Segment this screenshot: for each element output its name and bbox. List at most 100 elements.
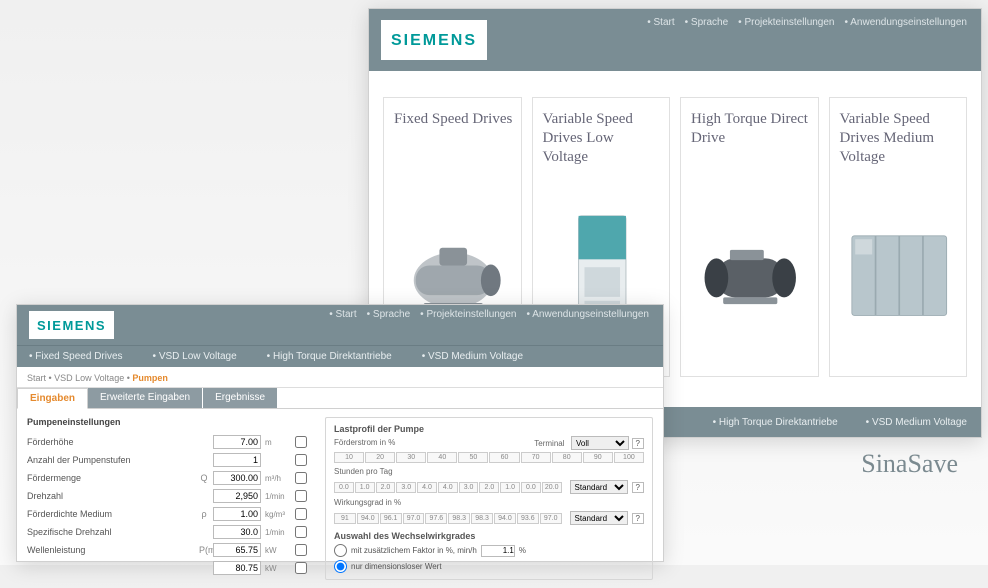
setting-lock[interactable]	[295, 544, 307, 556]
scale-cell[interactable]: 50	[458, 452, 488, 463]
setting-lock[interactable]	[295, 472, 307, 484]
form-body: Pumpeneinstellungen Förderhöhe m Anzahl de…	[17, 409, 663, 588]
card-vsd-medium[interactable]: Variable Speed Drives Medium Voltage	[829, 97, 968, 377]
card-title: High Torque Direct Drive	[691, 110, 810, 174]
menu-app[interactable]: Anwendungseinstellungen	[845, 17, 968, 28]
form-tab-advanced[interactable]: Erweiterte Eingaben	[88, 388, 203, 408]
scale-cell[interactable]: 60	[489, 452, 519, 463]
scale-cell[interactable]: 96.1	[380, 513, 402, 524]
setting-label: Förderhöhe	[27, 437, 195, 447]
scale-cell[interactable]: 3.0	[459, 482, 479, 493]
form-tab-results[interactable]: Ergebnisse	[203, 388, 278, 408]
breadcrumb: Start • VSD Low Voltage • Pumpen	[17, 367, 663, 388]
scale-cell[interactable]: 20	[365, 452, 395, 463]
setting-input[interactable]	[213, 543, 261, 557]
scale-cell[interactable]: 1.0	[355, 482, 375, 493]
form-tabs: Eingaben Erweiterte Eingaben Ergebnisse	[17, 388, 663, 409]
factor-input[interactable]	[481, 545, 515, 557]
bottom-tab-hightorque[interactable]: High Torque Direktantriebe	[713, 417, 838, 428]
setting-input[interactable]	[213, 453, 261, 467]
setting-input[interactable]	[213, 561, 261, 575]
scale-cell[interactable]: 97.0	[540, 513, 562, 524]
setting-lock[interactable]	[295, 490, 307, 502]
setting-row: Spezifische Drehzahl1/min	[27, 523, 307, 541]
scale-cell[interactable]: 98.3	[471, 513, 493, 524]
setting-input[interactable]	[213, 489, 261, 503]
setting-input[interactable]	[213, 435, 261, 449]
config-title: Auswahl des Wechselwirkgrades	[334, 531, 475, 541]
setting-lock[interactable]	[295, 508, 307, 520]
scale2-select[interactable]: Standard	[570, 480, 628, 494]
setting-symbol: Q	[199, 473, 209, 483]
tab-ht[interactable]: High Torque Direktantriebe	[267, 351, 392, 362]
scale-cell[interactable]: 4.0	[417, 482, 437, 493]
scale-cell[interactable]: 30	[396, 452, 426, 463]
scale-cell[interactable]: 20.0	[542, 482, 562, 493]
brand-logo[interactable]: SIEMENS	[381, 20, 487, 60]
setting-lock[interactable]	[295, 436, 307, 448]
scale-cell[interactable]: 0.0	[521, 482, 541, 493]
bottom-tab-vsd-medium[interactable]: VSD Medium Voltage	[866, 417, 967, 428]
tab-vsd-low[interactable]: VSD Low Voltage	[153, 351, 237, 362]
setting-input[interactable]	[213, 507, 261, 521]
scale-cell[interactable]: 94.0	[494, 513, 516, 524]
scale-cell[interactable]: 3.0	[396, 482, 416, 493]
scale-cell[interactable]: 0.0	[334, 482, 354, 493]
menu-app[interactable]: Anwendungseinstellungen	[527, 309, 650, 320]
tab-fixed[interactable]: Fixed Speed Drives	[29, 351, 123, 362]
card-high-torque[interactable]: High Torque Direct Drive	[680, 97, 819, 377]
setting-input[interactable]	[213, 525, 261, 539]
scale3-select[interactable]: Standard	[570, 511, 628, 525]
scale-hours: 0.01.02.03.04.04.03.02.01.00.020.0	[334, 482, 562, 493]
scale2-label: Stunden pro Tag	[334, 467, 393, 476]
setting-unit: m	[265, 438, 291, 447]
scale-cell[interactable]: 70	[521, 452, 551, 463]
info-icon[interactable]: ?	[632, 482, 644, 493]
radio-factor[interactable]	[334, 544, 347, 557]
breadcrumb-current: Pumpen	[132, 373, 168, 383]
scale-cell[interactable]: 97.0	[403, 513, 425, 524]
brand-logo[interactable]: SIEMENS	[29, 311, 114, 339]
radio-dimless[interactable]	[334, 560, 347, 573]
setting-unit: m³/h	[265, 474, 291, 483]
product-name: SinaSave	[861, 449, 958, 479]
scale-cell[interactable]: 2.0	[479, 482, 499, 493]
left-section-title: Pumpeneinstellungen	[27, 417, 307, 427]
menu-start[interactable]: Start	[647, 17, 674, 28]
scale-cell[interactable]: 10	[334, 452, 364, 463]
scale-cell[interactable]: 94.0	[357, 513, 379, 524]
setting-label: Anzahl der Pumpenstufen	[27, 455, 195, 465]
info-icon[interactable]: ?	[632, 438, 644, 449]
scale-cell[interactable]: 1.0	[500, 482, 520, 493]
breadcrumb-path[interactable]: Start • VSD Low Voltage •	[27, 373, 130, 383]
scale-cell[interactable]: 98.3	[448, 513, 470, 524]
menu-sprache[interactable]: Sprache	[685, 17, 729, 28]
setting-lock[interactable]	[295, 526, 307, 538]
info-icon[interactable]: ?	[632, 513, 644, 524]
menu-project[interactable]: Projekteinstellungen	[420, 309, 516, 320]
main-header: SIEMENS Start Sprache Projekteinstellung…	[369, 9, 981, 71]
scale-cell[interactable]: 80	[552, 452, 582, 463]
card-title: Fixed Speed Drives	[394, 110, 513, 174]
setting-lock[interactable]	[295, 562, 307, 574]
scale-cell[interactable]: 40	[427, 452, 457, 463]
ref-label: Förderstrom in %	[334, 438, 395, 447]
scale-cell[interactable]: 2.0	[376, 482, 396, 493]
tab-vsd-med[interactable]: VSD Medium Voltage	[422, 351, 523, 362]
reference-select[interactable]: Voll	[571, 436, 629, 450]
menu-project[interactable]: Projekteinstellungen	[738, 17, 834, 28]
setting-input[interactable]	[213, 471, 261, 485]
menu-start[interactable]: Start	[329, 309, 356, 320]
scale-cell[interactable]: 90	[583, 452, 613, 463]
scale-cell[interactable]: 91	[334, 513, 356, 524]
scale-cell[interactable]: 93.6	[517, 513, 539, 524]
setting-lock[interactable]	[295, 454, 307, 466]
detail-window: SIEMENS Start Sprache Projekteinstellung…	[16, 304, 664, 562]
setting-unit: 1/min	[265, 492, 291, 501]
scale-cell[interactable]: 4.0	[438, 482, 458, 493]
scale-cell[interactable]: 97.6	[425, 513, 447, 524]
setting-row: Förderdichte Mediumρkg/m³	[27, 505, 307, 523]
form-tab-inputs[interactable]: Eingaben	[17, 388, 88, 409]
menu-sprache[interactable]: Sprache	[367, 309, 411, 320]
scale-cell[interactable]: 100	[614, 452, 644, 463]
